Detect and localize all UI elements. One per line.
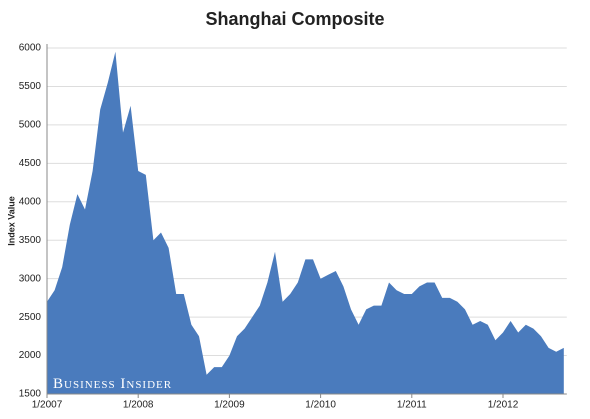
- y-tick-label: 5000: [19, 120, 42, 131]
- x-tick-label: 1/2008: [123, 400, 154, 411]
- y-tick-label: 4500: [19, 158, 42, 169]
- y-tick-label: 1500: [19, 389, 42, 400]
- y-tick-label: 2500: [19, 312, 42, 323]
- chart-title: Shanghai Composite: [205, 9, 384, 29]
- y-tick-label: 6000: [19, 43, 42, 54]
- x-tick-label: 1/2007: [32, 400, 63, 411]
- y-tick-label: 2000: [19, 350, 42, 361]
- x-tick-label: 1/2010: [305, 400, 336, 411]
- y-tick-label: 3500: [19, 235, 42, 246]
- x-tick-label: 1/2012: [488, 400, 519, 411]
- x-tick-label: 1/2011: [397, 400, 427, 411]
- y-tick-label: 4000: [19, 196, 42, 207]
- y-tick-label: 5500: [19, 81, 42, 92]
- x-tick-label: 1/2009: [214, 400, 245, 411]
- y-tick-label: 3000: [19, 273, 42, 284]
- area: [47, 51, 564, 395]
- watermark: Business Insider: [53, 376, 172, 392]
- y-axis-label: Index Value: [6, 196, 16, 246]
